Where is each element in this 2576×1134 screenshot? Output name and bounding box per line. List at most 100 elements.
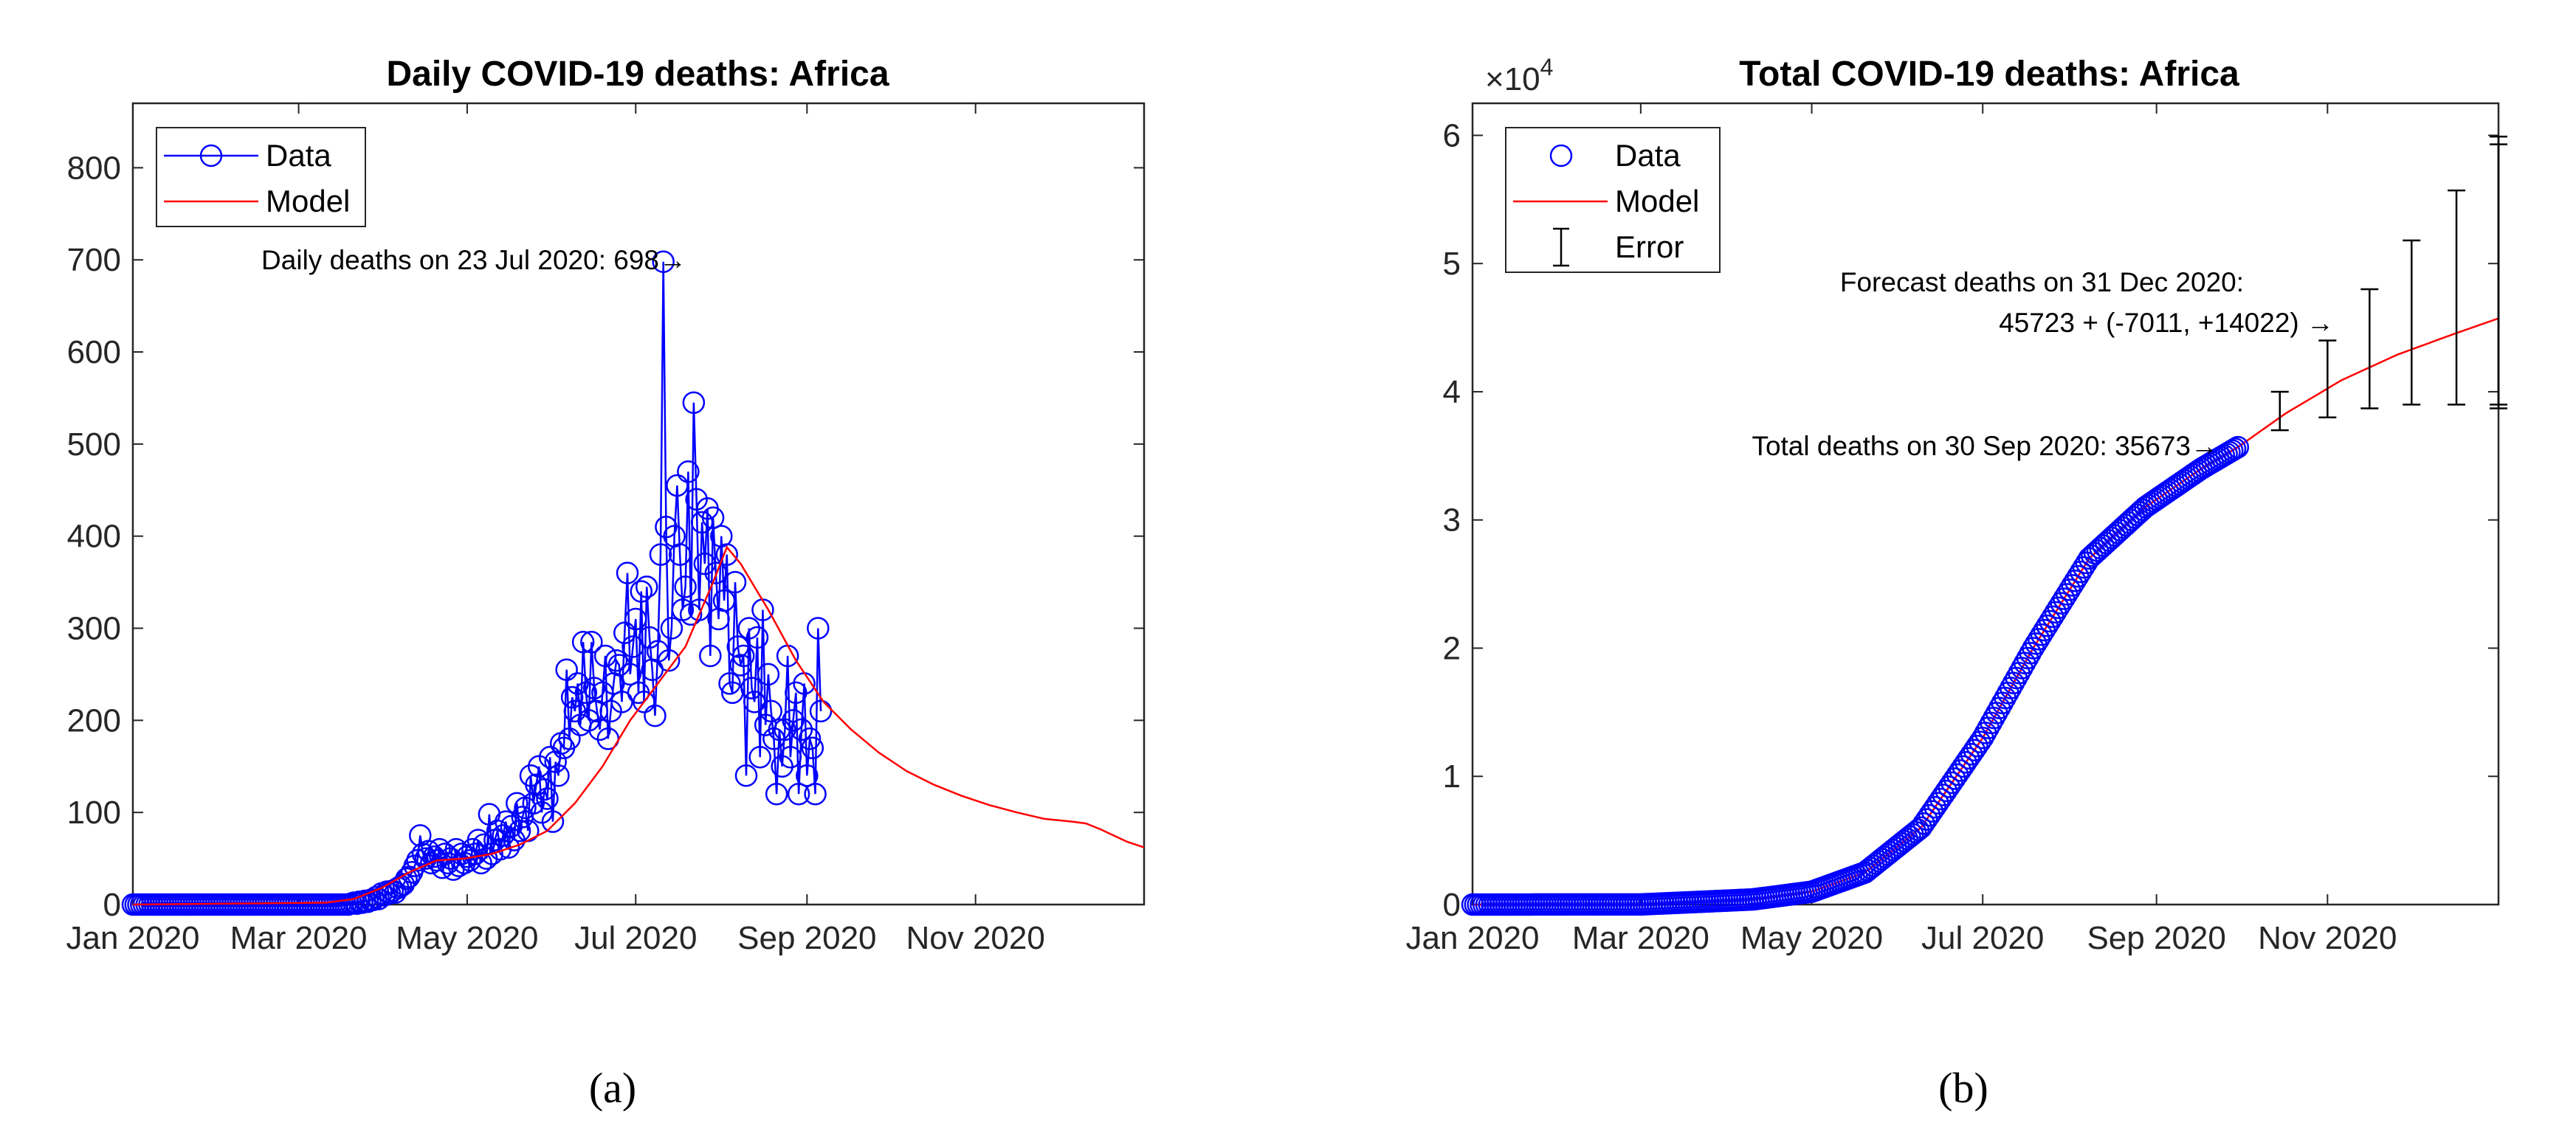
y-axis-tick-labels: 0 100 200 300 400 500 600 700 800: [67, 150, 121, 923]
peak-annotation: Daily deaths on 23 Jul 2020: 698→: [261, 245, 686, 275]
x-tick-label: Jul 2020: [574, 920, 697, 956]
data-point: [1952, 755, 1974, 778]
data-point: [1915, 808, 1938, 831]
subfigure-label-a: (a): [589, 1064, 636, 1112]
data-point: [1949, 759, 1972, 782]
data-point: [508, 819, 531, 843]
data-point: [630, 580, 652, 603]
legend-data-label: Data: [266, 138, 331, 173]
data-point: [731, 644, 755, 668]
data-point: [798, 727, 822, 750]
data-point: [541, 810, 565, 833]
y-tick-label: 4: [1443, 374, 1461, 410]
y-axis-exponent-label: ×104: [1485, 54, 1553, 97]
x-tick-label: Jan 2020: [1405, 920, 1539, 956]
data-point: [1955, 751, 1977, 774]
data-point: [638, 626, 661, 649]
data-point: [688, 598, 711, 621]
data-point: [1946, 763, 1969, 786]
y-tick-label: 0: [1443, 887, 1461, 923]
data-point: [1881, 838, 1904, 862]
data-point: [1940, 771, 1963, 795]
data-point: [1873, 846, 1896, 868]
data-point: [1867, 850, 1890, 873]
plot-area-frame: [131, 102, 1146, 906]
data-point: [1856, 859, 1879, 882]
legend: Data Model Error: [1505, 127, 1721, 273]
data-point: [1966, 734, 1988, 758]
data-point: [745, 626, 769, 649]
data-point: [558, 727, 581, 750]
data-point: [649, 543, 672, 566]
data-point: [682, 391, 706, 414]
data-point: [1932, 784, 1955, 806]
data-point: [734, 764, 758, 787]
y-exponent-power: 4: [1540, 54, 1554, 80]
data-point: [657, 649, 681, 672]
data-point: [1859, 857, 1882, 879]
data-point: [1862, 854, 1885, 877]
x-tick-label: Jan 2020: [66, 920, 199, 956]
x-tick-label: Sep 2020: [737, 920, 876, 956]
chart-title: Total COVID-19 deaths: Africa: [1739, 55, 2239, 94]
data-point: [1878, 840, 1902, 864]
data-point: [699, 644, 722, 668]
plot-series: [121, 250, 1145, 916]
data-point: [715, 543, 739, 566]
y-tick-label: 5: [1443, 246, 1461, 282]
data-point: [1904, 820, 1927, 844]
total-deaths-annotation: Total deaths on 30 Sep 2020: 35673→: [1752, 431, 2218, 461]
legend-data-label: Data: [1615, 138, 1681, 173]
chart-panel-total-deaths: Total COVID-19 deaths: Africa 0 1 2 3 4 5 6 Ja…: [1405, 54, 2507, 1112]
data-point: [1935, 779, 1958, 803]
data-point: [1895, 827, 1918, 851]
data-point: [1924, 795, 1946, 819]
data-point: [547, 764, 570, 787]
axis-ticks: [132, 103, 1144, 905]
data-point: [458, 848, 481, 872]
data-point: [1926, 792, 1949, 815]
data-point: [668, 543, 692, 566]
data-point: [1912, 812, 1935, 835]
x-tick-label: Nov 2020: [2258, 920, 2397, 956]
legend-data-marker: [1549, 144, 1573, 167]
data-point: [1893, 829, 1916, 853]
y-tick-label: 6: [1443, 117, 1461, 153]
x-tick-label: Mar 2020: [230, 920, 368, 956]
y-axis-tick-labels: 0 1 2 3 4 5 6: [1443, 117, 1461, 923]
x-tick-label: Nov 2020: [906, 920, 1044, 956]
data-point: [712, 589, 736, 612]
data-point: [1853, 861, 1876, 884]
data-point: [1963, 739, 1986, 761]
y-tick-label: 200: [67, 702, 121, 739]
y-tick-label: 100: [67, 795, 121, 831]
data-point: [1957, 747, 1980, 770]
data-point: [619, 663, 642, 686]
data-point: [605, 649, 628, 672]
y-tick-label: 0: [103, 887, 121, 923]
data-point: [674, 575, 697, 598]
data-point: [635, 575, 658, 598]
legend-data-marker: [199, 144, 223, 167]
data-point: [787, 782, 810, 806]
data-point: [718, 672, 741, 695]
data-point: [809, 699, 833, 723]
y-tick-label: 700: [67, 242, 121, 278]
data-point: [392, 873, 416, 896]
forecast-annotation-line-2: 45723 + (-7011, +14022) →: [1999, 308, 2334, 338]
data-point: [729, 654, 752, 677]
y-tick-label: 400: [67, 519, 121, 555]
subfigure-label-b: (b): [1938, 1064, 1988, 1112]
y-tick-label: 300: [67, 611, 121, 647]
data-point: [1864, 852, 1888, 875]
data-point: [804, 782, 827, 806]
data-point: [701, 506, 725, 529]
data-point: [613, 621, 636, 645]
x-tick-label: Sep 2020: [2087, 920, 2225, 956]
data-point: [2223, 438, 2247, 460]
forecast-annotation-line-1: Forecast deaths on 31 Dec 2020:: [1840, 267, 2244, 297]
x-tick-label: May 2020: [1740, 920, 1883, 956]
data-point: [757, 663, 780, 686]
data-point: [807, 617, 830, 640]
